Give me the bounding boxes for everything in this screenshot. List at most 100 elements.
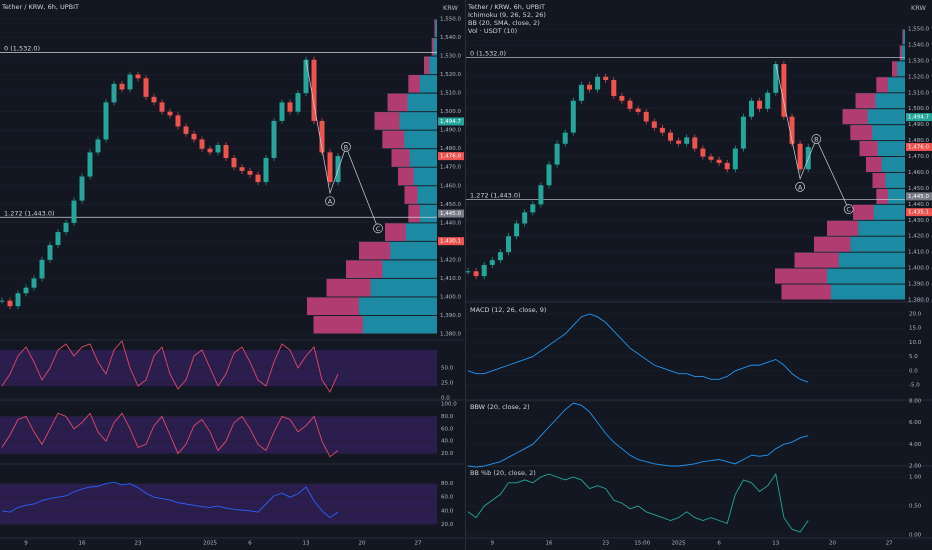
price-tick-label: 1,510.0 [908, 90, 929, 96]
candle [773, 64, 779, 93]
candle [0, 300, 5, 302]
volume-profile-bar [899, 45, 905, 61]
candle [39, 259, 45, 279]
candle [587, 84, 592, 90]
pane-tick-label: 20.0 [441, 522, 454, 528]
oscillator-band [0, 483, 437, 525]
volume-profile-bar-part [382, 130, 405, 149]
volume-profile-bar-part [794, 252, 839, 268]
candle [143, 78, 149, 97]
wave-marker [843, 204, 854, 214]
volume-profile-bar [434, 19, 437, 38]
candle [47, 245, 53, 260]
candle [749, 100, 754, 117]
pane-tick-label: 60.0 [441, 495, 454, 501]
wave-label: B [344, 143, 348, 151]
candle [676, 140, 682, 144]
volume-profile-bar-part [391, 149, 410, 167]
indicator-line [1, 412, 339, 458]
pane-tick-label: 80.0 [441, 481, 454, 487]
pane-tick-label: 1.00 [909, 475, 922, 481]
pane-tick-label: 6.00 [909, 420, 922, 426]
candle [255, 174, 261, 183]
price-tick-label: 1,440.0 [440, 220, 461, 226]
price-tick-label: 1,550.0 [908, 27, 929, 33]
candle [635, 108, 641, 112]
candle [215, 145, 221, 153]
x-tick-label: 20 [359, 541, 366, 547]
pane-tick-label: 8.00 [909, 399, 922, 405]
pane-tick-label: 0.0 [441, 396, 450, 402]
candle [578, 84, 584, 101]
candle [716, 159, 722, 163]
indicator-line [1, 481, 339, 519]
candle [191, 133, 197, 140]
price-tick-label: 1,510.0 [440, 91, 461, 97]
volume-profile-bar-part [307, 297, 359, 315]
fib-label: 1.272 (1,443.0) [470, 192, 521, 200]
candle [7, 300, 13, 307]
candle [319, 120, 325, 153]
price-tick-label: 1,430.0 [908, 218, 929, 224]
price-tick-label: 1,500.0 [440, 109, 461, 115]
candle [570, 100, 576, 133]
price-tick-label: 1,520.0 [440, 72, 461, 78]
price-tick-label: 1,460.0 [440, 183, 461, 189]
wave-marker [325, 196, 335, 207]
price-tick-label: 1,520.0 [908, 74, 929, 80]
pane-tick-label: 0.50 [909, 504, 922, 510]
pane-tick-label: 40.0 [441, 439, 454, 445]
candle [87, 152, 93, 177]
price-badge-label: 1,494.7 [440, 119, 461, 125]
volume-profile-bar-part [781, 284, 831, 300]
volume-profile-bar-part [872, 172, 886, 188]
candle [619, 95, 625, 101]
pane-tick-label: 20.0 [909, 312, 922, 318]
pane-tick-label: 0.0 [909, 368, 918, 374]
candle [684, 137, 690, 144]
price-tick-label: 1,390.0 [908, 282, 929, 288]
candle [651, 121, 657, 128]
fib-label: 0 (1,532.0) [470, 50, 506, 58]
candle [514, 223, 520, 237]
price-tick-label: 1,480.0 [440, 146, 461, 152]
volume-profile-bar-part [431, 38, 434, 56]
candle [135, 74, 141, 79]
price-tick-label: 1,420.0 [908, 234, 929, 240]
volume-profile-bar [431, 38, 437, 56]
price-tick-label: 1,540.0 [908, 42, 929, 48]
candle [175, 115, 181, 127]
price-tick-label: 1,470.0 [440, 165, 461, 171]
price-badge [906, 142, 932, 151]
candle [223, 145, 229, 158]
price-badge [906, 208, 932, 217]
pane-tick-label: 20.0 [441, 451, 454, 457]
right-chart: KRW 1,380.0 1,390.0 1,400.0 1,410.0 1,420.0 1,… [465, 3, 932, 547]
price-tick-label: 1,490.0 [908, 122, 929, 128]
chart-title: Tether / KRW, 6h, UPBIT [1, 3, 79, 11]
price-tick-label: 1,390.0 [440, 313, 461, 319]
candle [546, 164, 552, 186]
x-tick-label: 2025 [203, 541, 217, 547]
indicator-line [467, 313, 809, 383]
volume-profile-bar-part [408, 75, 420, 93]
volume-profile-bar-part [359, 241, 391, 260]
price-badge [906, 113, 932, 122]
price-tick-label: 1,400.0 [908, 266, 929, 272]
x-tick-label: 27 [886, 541, 893, 547]
candle [167, 111, 173, 116]
volume-profile-bar-part [866, 157, 882, 172]
candle [271, 120, 277, 158]
chart-title: Tether / KRW, 6h, UPBIT [467, 3, 545, 11]
wave-label: A [798, 183, 803, 191]
indicator-line [467, 402, 809, 468]
candle [562, 132, 568, 144]
x-tick-label: 13 [772, 541, 779, 547]
candle [554, 143, 560, 165]
candle [159, 102, 165, 112]
candle [668, 132, 673, 141]
candle [497, 252, 503, 261]
price-tick-label: 1,460.0 [908, 170, 929, 176]
price-badge-label: 1,476.0 [440, 154, 461, 160]
